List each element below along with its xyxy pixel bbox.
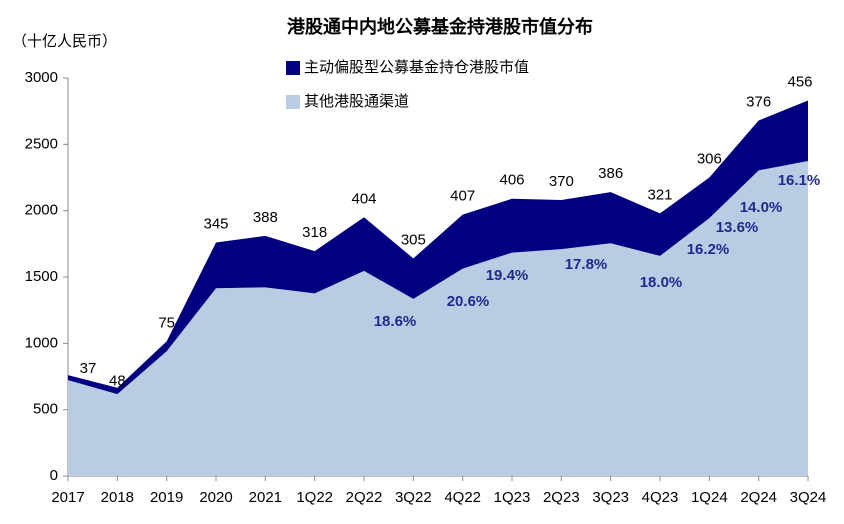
y-tick-label: 2500 (25, 135, 58, 152)
annotation: 20.6% (447, 293, 490, 310)
value-label: 48 (109, 373, 126, 390)
annotation: 18.6% (374, 313, 417, 330)
x-tick-label: 3Q22 (395, 489, 432, 506)
x-tick-label: 1Q23 (494, 489, 531, 506)
value-label: 305 (401, 231, 426, 248)
value-label: 406 (499, 172, 524, 189)
x-tick-label: 2020 (199, 489, 232, 506)
legend-swatch (286, 95, 300, 109)
y-tick-label: 500 (33, 401, 58, 418)
x-tick-label: 2017 (51, 489, 84, 506)
value-label: 376 (746, 93, 771, 110)
chart-title: 港股通中内地公募基金持港股市值分布 (287, 16, 593, 37)
value-label: 37 (80, 360, 97, 377)
area (68, 100, 808, 395)
annotation: 16.1% (778, 172, 821, 189)
x-tick-label: 4Q23 (642, 489, 679, 506)
x-tick-label: 1Q22 (296, 489, 333, 506)
value-label: 321 (647, 186, 672, 203)
annotation: 17.8% (565, 256, 608, 273)
y-tick-label: 2000 (25, 202, 58, 219)
legend-swatch (286, 61, 300, 75)
value-label: 370 (549, 173, 574, 190)
value-label: 388 (253, 209, 278, 226)
y-tick-label: 3000 (25, 69, 58, 86)
x-tick-label: 2Q23 (543, 489, 580, 506)
x-tick-label: 2018 (101, 489, 134, 506)
annotation: 14.0% (740, 199, 783, 216)
value-label: 306 (697, 150, 722, 167)
value-label: 318 (302, 224, 327, 241)
area (68, 161, 808, 477)
x-tick-label: 2Q22 (346, 489, 383, 506)
y-tick-label: 1500 (25, 268, 58, 285)
value-label: 407 (450, 188, 475, 205)
value-label: 386 (598, 165, 623, 182)
x-tick-label: 3Q23 (592, 489, 629, 506)
x-tick-label: 2Q24 (740, 489, 777, 506)
x-tick-label: 2019 (150, 489, 183, 506)
legend-label: 其他港股通渠道 (304, 93, 409, 110)
annotation: 13.6% (716, 219, 759, 236)
x-tick-label: 3Q24 (790, 489, 827, 506)
value-label: 456 (787, 74, 812, 91)
x-tick-label: 2021 (249, 489, 282, 506)
annotation: 19.4% (486, 267, 529, 284)
x-tick-label: 1Q24 (691, 489, 728, 506)
x-tick-label: 4Q22 (444, 489, 481, 506)
y-tick-label: 1000 (25, 334, 58, 351)
y-axis-label: （十亿人民币） (12, 33, 117, 50)
annotation: 18.0% (640, 274, 683, 291)
legend-label: 主动偏股型公募基金持仓港股市值 (304, 59, 529, 76)
value-label: 75 (158, 314, 175, 331)
value-label: 404 (351, 190, 376, 207)
annotation: 16.2% (687, 241, 730, 258)
y-tick-label: 0 (50, 467, 58, 484)
value-label: 345 (203, 215, 228, 232)
